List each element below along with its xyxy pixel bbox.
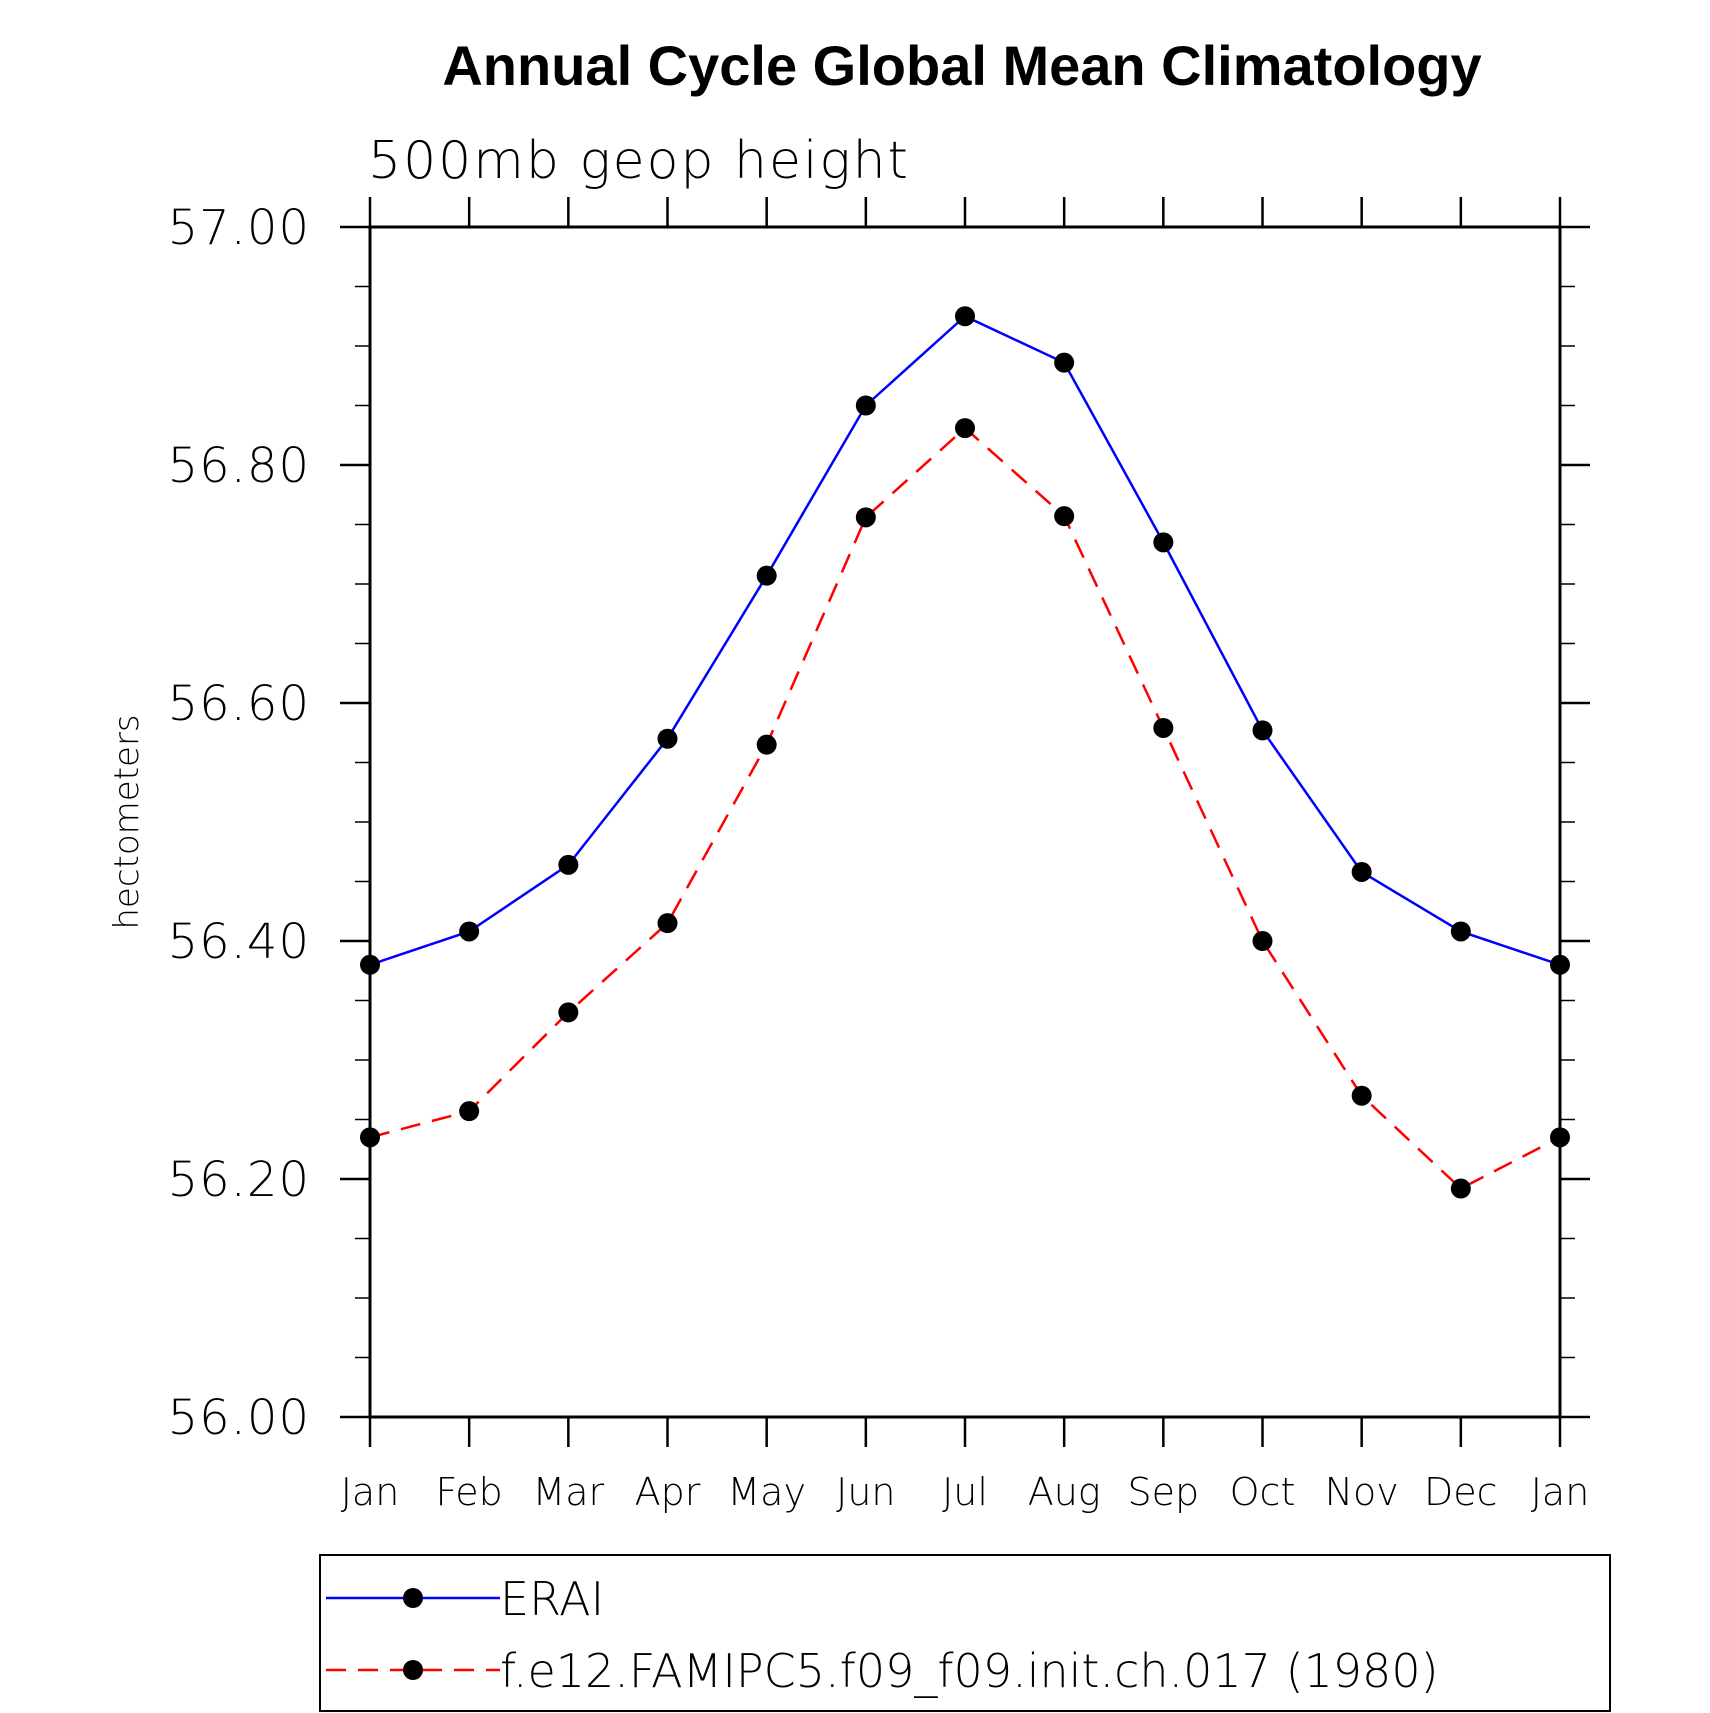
series-0-point bbox=[756, 565, 777, 586]
x-tick-label: Apr bbox=[635, 1470, 701, 1514]
legend-label-model: f.e12.FAMIPC5.f09_f09.init.ch.017 (1980) bbox=[500, 1644, 1439, 1698]
series-1-point bbox=[1153, 717, 1174, 738]
series-0-point bbox=[955, 306, 975, 327]
series-0-point bbox=[1550, 954, 1570, 975]
x-tick-label: Jan bbox=[1531, 1470, 1590, 1514]
series-1-point bbox=[1054, 506, 1075, 527]
legend-marker-model bbox=[403, 1660, 423, 1680]
series-0-point bbox=[1351, 861, 1372, 882]
y-tick-label: 56.00 bbox=[168, 1390, 310, 1446]
series-1-point bbox=[657, 913, 678, 934]
chart-subtitle: 500mb geop height bbox=[368, 131, 910, 191]
series-0-point bbox=[558, 854, 579, 875]
legend-label-erai: ERAI bbox=[500, 1572, 604, 1626]
series-0-point bbox=[360, 954, 380, 975]
series-1-point bbox=[1252, 931, 1273, 951]
plot-frame bbox=[368, 225, 1562, 1419]
y-tick-label: 57.00 bbox=[168, 200, 310, 256]
series-1-point bbox=[955, 418, 975, 439]
legend-marker-erai bbox=[403, 1588, 423, 1608]
chart-title: Annual Cycle Global Mean Climatology bbox=[442, 34, 1481, 97]
x-tick-label: May bbox=[727, 1470, 806, 1514]
series-0-point bbox=[1153, 532, 1174, 553]
y-tick-label: 56.80 bbox=[168, 438, 310, 494]
x-tick-label: Jul bbox=[942, 1470, 988, 1514]
y-tick-label: 56.40 bbox=[168, 914, 310, 970]
y-axis-ticks: 56.00 56.20 56.40 56.60 56.80 57.00 bbox=[168, 200, 1590, 1446]
series-0-point bbox=[1450, 921, 1471, 942]
series-1-point bbox=[360, 1127, 380, 1148]
series-1-point bbox=[756, 734, 777, 755]
x-tick-label: Jan bbox=[341, 1470, 400, 1514]
series-1-point bbox=[1450, 1178, 1471, 1199]
series-line-0 bbox=[369, 314, 1561, 966]
x-tick-label: Nov bbox=[1325, 1470, 1399, 1514]
x-tick-label: Dec bbox=[1424, 1470, 1498, 1514]
series-1-point bbox=[1550, 1127, 1570, 1148]
x-tick-label: Oct bbox=[1230, 1470, 1296, 1514]
series-layer bbox=[360, 306, 1570, 1199]
series-0-point bbox=[855, 395, 876, 416]
series-1-point bbox=[459, 1101, 480, 1122]
y-tick-label: 56.20 bbox=[168, 1152, 310, 1208]
y-axis-label: hectometers bbox=[107, 714, 147, 929]
legend-box bbox=[319, 1554, 1611, 1712]
x-tick-label: Feb bbox=[436, 1470, 503, 1514]
x-axis-ticks: Jan Feb Mar Apr May Jun Jul Aug Sep Oct Nov Dec Jan bbox=[341, 197, 1590, 1514]
series-1-point bbox=[855, 507, 876, 528]
x-tick-label: Sep bbox=[1128, 1470, 1200, 1514]
x-tick-label: Aug bbox=[1028, 1470, 1101, 1514]
series-1-point bbox=[1351, 1085, 1372, 1106]
series-0-point bbox=[657, 728, 678, 749]
series-0-point bbox=[1252, 720, 1273, 741]
x-tick-label: Jun bbox=[836, 1470, 895, 1514]
series-1-point bbox=[558, 1002, 579, 1023]
x-tick-label: Mar bbox=[532, 1470, 604, 1514]
series-0-point bbox=[459, 921, 480, 942]
legend: ERAI f.e12.FAMIPC5.f09_f09.init.ch.017 (… bbox=[319, 1554, 1611, 1712]
y-tick-label: 56.60 bbox=[168, 676, 310, 732]
series-line-1 bbox=[369, 426, 1561, 1191]
series-0-point bbox=[1054, 352, 1075, 373]
